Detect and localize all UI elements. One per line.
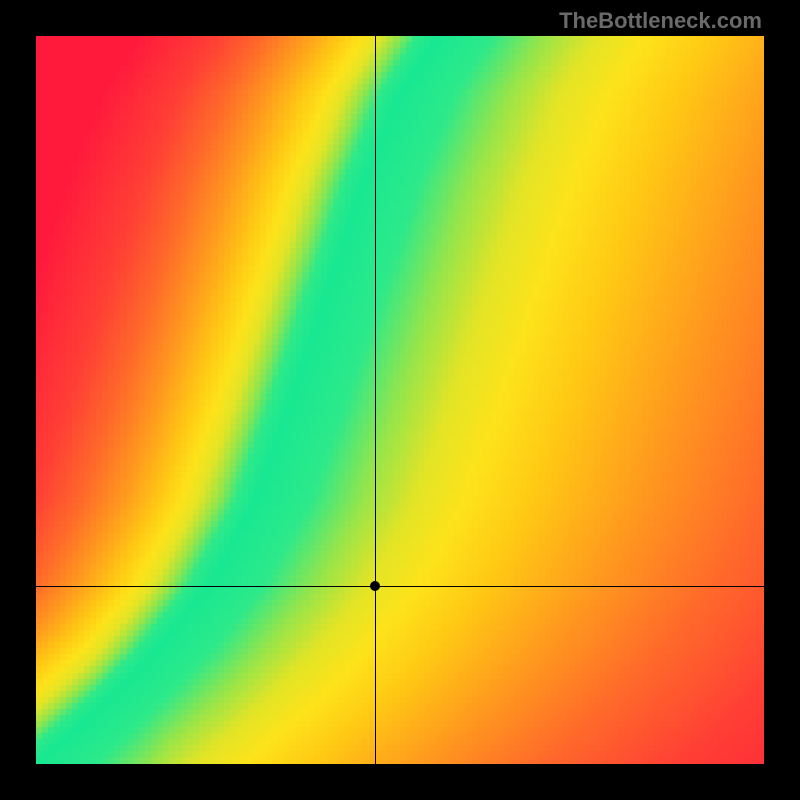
watermark-text: TheBottleneck.com xyxy=(559,8,762,34)
heatmap-canvas xyxy=(36,36,764,764)
crosshair-horizontal xyxy=(36,586,764,587)
plot-area xyxy=(36,36,764,764)
crosshair-vertical xyxy=(375,36,376,764)
crosshair-marker xyxy=(370,581,380,591)
